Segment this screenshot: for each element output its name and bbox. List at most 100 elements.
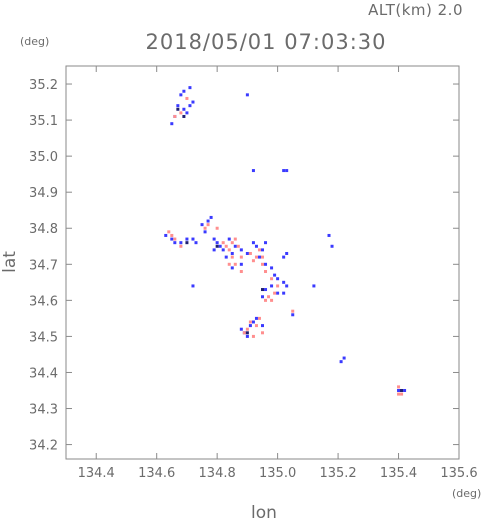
x-tick-label: 134.8: [199, 466, 236, 481]
data-point: [251, 334, 255, 338]
x-tick-label: 135.0: [259, 466, 296, 481]
data-point: [212, 237, 216, 241]
y-tick-label: 34.7: [29, 258, 58, 273]
data-point: [276, 291, 280, 295]
data-point: [245, 331, 249, 335]
y-tick-label: 35.0: [29, 150, 58, 165]
y-axis-label: lat: [0, 251, 20, 273]
y-unit-label: (deg): [20, 35, 49, 48]
data-point: [254, 244, 258, 248]
data-point: [239, 262, 243, 266]
data-point: [176, 107, 180, 111]
data-point: [273, 291, 277, 295]
y-tick-label: 34.6: [29, 294, 58, 309]
data-point: [206, 223, 210, 227]
data-point: [173, 114, 177, 118]
data-point: [227, 237, 231, 241]
altitude-label: ALT(km) 2.0: [368, 1, 463, 19]
data-point: [233, 237, 237, 241]
data-point: [312, 284, 316, 288]
data-point: [215, 226, 219, 230]
data-point: [185, 96, 189, 100]
data-point: [170, 122, 174, 126]
x-tick-label: 134.6: [138, 466, 175, 481]
data-point: [239, 255, 243, 259]
data-point: [200, 223, 204, 227]
data-point: [327, 233, 331, 237]
data-point: [170, 237, 174, 241]
data-point: [339, 360, 343, 364]
data-point: [261, 295, 264, 299]
data-point: [400, 388, 404, 392]
data-point: [215, 241, 219, 245]
data-point: [173, 241, 177, 245]
data-point: [270, 266, 274, 270]
data-point: [221, 241, 225, 245]
data-point: [282, 169, 286, 173]
y-tick-label: 35.2: [29, 78, 58, 93]
data-point: [227, 248, 231, 252]
data-point: [191, 100, 195, 104]
data-point: [342, 356, 346, 360]
data-point: [239, 248, 243, 252]
data-point: [224, 255, 228, 259]
data-point: [261, 331, 264, 335]
y-tick-label: 34.2: [29, 439, 58, 454]
data-point: [230, 251, 234, 255]
data-points: [164, 86, 407, 396]
y-tick-label: 34.3: [29, 403, 58, 418]
data-point: [282, 280, 286, 284]
data-point: [191, 237, 195, 241]
data-point: [285, 169, 289, 173]
data-point: [257, 248, 261, 252]
data-point: [254, 316, 258, 320]
data-point: [270, 298, 274, 302]
data-point: [257, 316, 261, 320]
data-point: [330, 244, 334, 248]
data-point: [230, 241, 234, 245]
data-point: [185, 237, 189, 241]
data-point: [261, 248, 264, 252]
data-point: [261, 324, 264, 328]
data-point: [179, 93, 183, 97]
data-point: [397, 388, 401, 392]
data-point: [167, 230, 171, 234]
data-point: [397, 385, 401, 389]
data-point: [230, 255, 234, 259]
data-point: [224, 244, 228, 248]
data-point: [185, 241, 189, 245]
data-point: [173, 237, 177, 241]
data-point: [261, 255, 264, 259]
data-point: [254, 324, 258, 328]
data-point: [270, 277, 274, 281]
data-point: [264, 241, 268, 245]
data-point: [276, 277, 280, 281]
data-point: [179, 241, 183, 245]
y-tick-label: 35.1: [29, 114, 58, 129]
data-point: [251, 169, 255, 173]
data-point: [242, 331, 246, 335]
data-point: [291, 309, 295, 313]
data-point: [245, 93, 249, 97]
data-point: [251, 259, 255, 263]
x-tick-label: 135.4: [380, 466, 417, 481]
data-point: [221, 248, 225, 252]
data-point: [191, 284, 195, 288]
x-tick-label: 134.4: [78, 466, 115, 481]
data-point: [285, 284, 289, 288]
data-point: [270, 284, 274, 288]
data-point: [248, 324, 252, 328]
data-point: [203, 230, 207, 234]
data-point: [248, 251, 252, 255]
data-point: [264, 288, 268, 292]
data-point: [182, 89, 186, 93]
data-point: [239, 327, 243, 331]
data-point: [176, 104, 180, 108]
data-point: [251, 241, 255, 245]
data-point: [230, 266, 234, 270]
data-point: [188, 104, 192, 108]
y-tick-label: 34.5: [29, 330, 58, 345]
data-point: [254, 255, 258, 259]
data-point: [245, 251, 249, 255]
